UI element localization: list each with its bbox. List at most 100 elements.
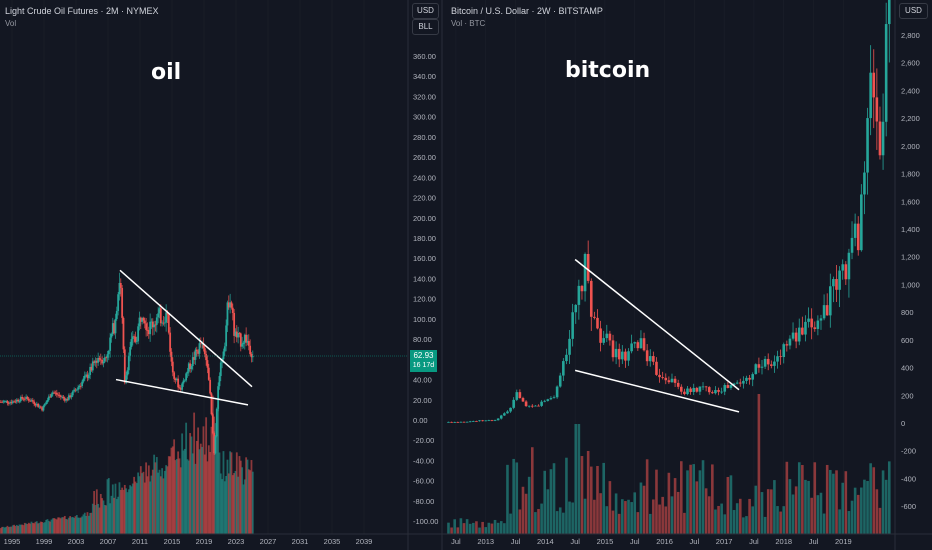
bitcoin-volume-bar xyxy=(481,521,484,534)
bitcoin-volume-bar xyxy=(760,492,764,534)
oil-volume-bar xyxy=(135,483,138,534)
oil-volume-bar xyxy=(2,526,5,534)
bitcoin-candle xyxy=(596,317,599,329)
bitcoin-candle xyxy=(847,252,851,280)
bitcoin-candle xyxy=(875,97,879,122)
oil-chart-title[interactable]: Light Crude Oil Futures · 2M · NYMEX xyxy=(5,6,159,16)
bitcoin-volume-bar xyxy=(543,470,547,534)
oil-volume-bar xyxy=(231,475,234,534)
oil-volume-bar xyxy=(219,473,222,534)
bitcoin-candle xyxy=(493,420,497,422)
oil-candle xyxy=(147,330,150,335)
bitcoin-currency-button[interactable]: USD xyxy=(899,3,928,19)
oil-candle xyxy=(75,389,78,391)
bitcoin-volume-bar xyxy=(521,486,525,534)
oil-candle xyxy=(214,436,217,454)
oil-volume-bar xyxy=(223,481,226,534)
bitcoin-candle xyxy=(465,421,469,423)
oil-candle xyxy=(125,375,128,383)
oil-candle xyxy=(218,376,221,387)
bitcoin-volume-label[interactable]: Vol · BTC xyxy=(451,19,486,28)
bitcoin-trendlines[interactable] xyxy=(574,258,740,413)
bitcoin-candle xyxy=(832,279,835,287)
oil-candle xyxy=(195,349,198,352)
oil-volume-bar xyxy=(158,469,161,534)
oil-volume-bar xyxy=(218,452,221,534)
oil-volume-label[interactable]: Vol xyxy=(5,19,17,28)
bitcoin-candle xyxy=(807,318,810,322)
bitcoin-volume-bar xyxy=(686,470,689,534)
bitcoin-x-tick-label: 2013 xyxy=(477,537,494,546)
bitcoin-y-tick-label: 1,800 xyxy=(901,170,920,179)
bitcoin-candle xyxy=(754,364,758,375)
oil-candles[interactable] xyxy=(0,272,254,455)
bitcoin-volume-bar xyxy=(742,517,745,534)
bitcoin-volume-bar xyxy=(714,509,717,534)
bitcoin-candle xyxy=(797,327,801,342)
bitcoin-candle xyxy=(496,418,500,421)
bitcoin-candle xyxy=(757,364,761,368)
oil-volume-bar xyxy=(98,507,101,534)
bitcoin-volume-bar xyxy=(664,506,668,534)
bitcoin-volume-bar xyxy=(825,464,829,534)
oil-candle xyxy=(239,333,242,347)
bitcoin-volume-bar xyxy=(850,500,854,534)
oil-volume-bar xyxy=(7,527,10,534)
oil-bar-countdown: 16 17d xyxy=(412,362,435,369)
bitcoin-volume-bar xyxy=(499,521,503,534)
oil-volume-bar xyxy=(59,518,62,534)
oil-candle xyxy=(229,302,232,308)
bitcoin-annotation[interactable]: bitcoin xyxy=(565,58,651,83)
bitcoin-chart-title[interactable]: Bitcoin / U.S. Dollar · 2W · BITSTAMP xyxy=(451,6,603,16)
oil-volume-bar xyxy=(73,517,76,534)
bitcoin-candle xyxy=(723,385,727,392)
bitcoin-volume-bar xyxy=(608,481,612,534)
bitcoin-volume-bar xyxy=(738,498,742,534)
bitcoin-candle xyxy=(648,356,652,362)
oil-volume-bar xyxy=(225,475,228,534)
oil-trendlines[interactable] xyxy=(115,269,253,406)
oil-unit-button[interactable]: BLL xyxy=(412,19,439,35)
oil-volume-bar xyxy=(193,412,196,534)
oil-candle xyxy=(1,401,4,403)
oil-x-tick-label: 2019 xyxy=(196,537,213,546)
bitcoin-volume-bar xyxy=(468,523,472,534)
oil-candle xyxy=(89,366,92,375)
oil-volume-bar xyxy=(14,526,17,534)
bitcoin-candle xyxy=(534,405,537,407)
bitcoin-candles[interactable] xyxy=(447,0,891,423)
bitcoin-candle xyxy=(785,344,789,346)
oil-volume-bar xyxy=(15,524,18,534)
bitcoin-volume-bar xyxy=(487,522,491,534)
bitcoin-candle xyxy=(791,332,795,339)
oil-candle xyxy=(6,401,9,404)
oil-volume-bar xyxy=(109,503,112,534)
bitcoin-candle xyxy=(652,356,655,362)
oil-volume-bar xyxy=(242,484,245,534)
bitcoin-volume-bar xyxy=(698,470,702,534)
oil-annotation[interactable]: oil xyxy=(151,60,182,85)
bitcoin-volume-bar xyxy=(515,462,519,534)
bitcoin-candle xyxy=(574,304,578,313)
oil-candle xyxy=(39,406,42,408)
oil-volume-bar xyxy=(97,503,100,534)
bitcoin-x-tick-label: 2014 xyxy=(537,537,554,546)
bitcoin-volume-bar xyxy=(475,521,478,534)
bitcoin-candle xyxy=(540,401,543,406)
oil-candle xyxy=(123,349,126,383)
oil-candle xyxy=(217,386,220,409)
bitcoin-y-tick-label: -400 xyxy=(901,474,916,483)
oil-grid xyxy=(11,0,365,534)
oil-volume-bar xyxy=(103,504,106,534)
bitcoin-volume-bar xyxy=(596,465,599,534)
bitcoin-candle xyxy=(878,121,882,156)
bitcoin-volume-bar xyxy=(822,513,826,534)
oil-candle xyxy=(30,400,33,402)
oil-candle xyxy=(95,360,98,363)
bitcoin-volume-bar xyxy=(534,512,537,534)
oil-candle xyxy=(178,387,181,389)
oil-currency-button[interactable]: USD xyxy=(412,3,439,19)
bitcoin-candle xyxy=(530,405,534,407)
bitcoin-candle xyxy=(599,328,602,343)
oil-volume-bar xyxy=(90,512,93,534)
